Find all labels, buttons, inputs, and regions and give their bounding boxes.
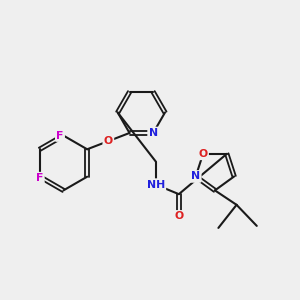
Text: N: N [148,128,158,138]
Text: NH: NH [147,180,165,190]
Text: N: N [191,171,200,182]
Text: F: F [36,173,44,183]
Text: O: O [199,149,208,159]
Text: F: F [56,130,64,141]
Text: O: O [174,212,183,221]
Text: O: O [104,136,113,146]
